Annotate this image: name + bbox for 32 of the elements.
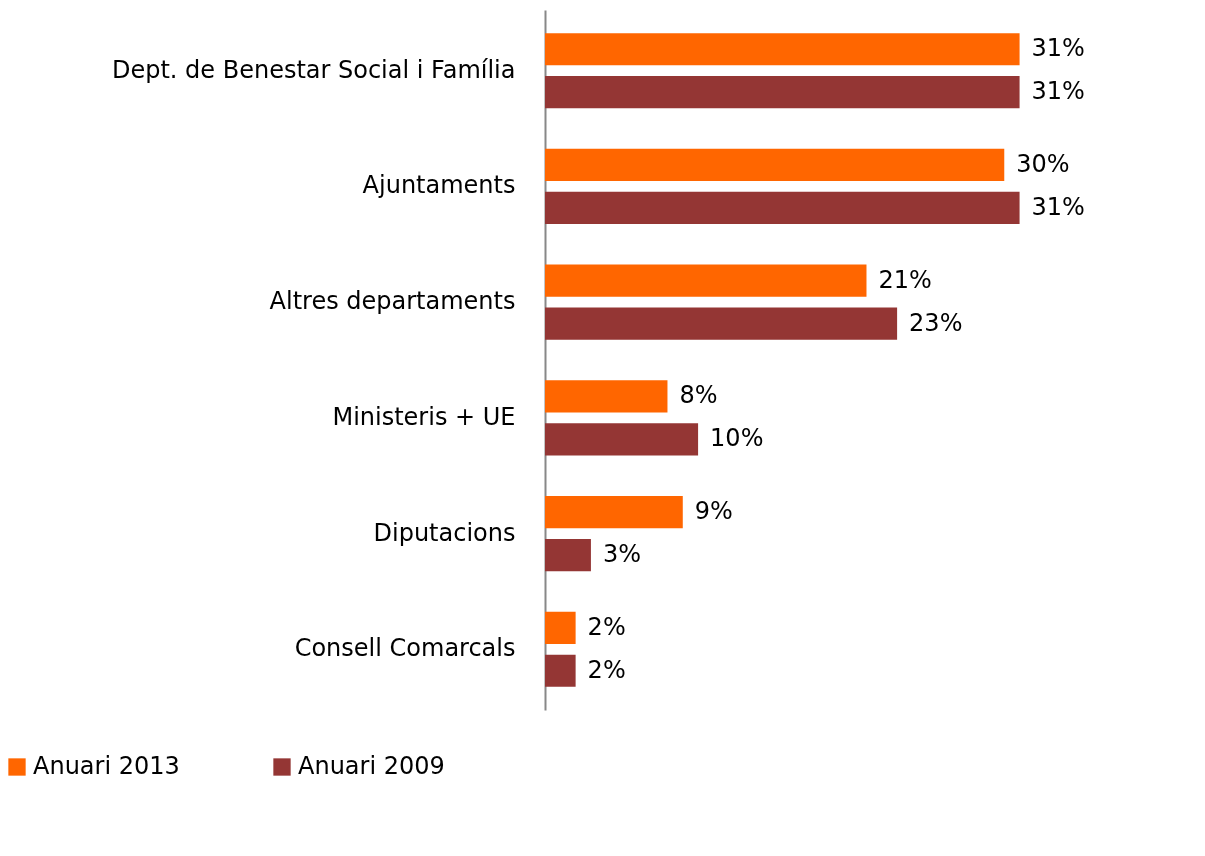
bar: [545, 307, 898, 340]
data-label: 30%: [1016, 149, 1070, 178]
bar: [545, 538, 591, 572]
data-label: 31%: [1031, 192, 1085, 221]
bar: [545, 423, 699, 456]
bar: [545, 148, 1005, 182]
legend-label: Anuari 2013: [33, 752, 180, 780]
bar: [545, 611, 576, 644]
y-tick-label: Ajuntaments: [362, 171, 516, 200]
legend-label: Anuari 2009: [298, 752, 445, 780]
data-label: 2%: [587, 612, 626, 641]
data-label: 10%: [710, 424, 764, 453]
bar: [545, 495, 683, 529]
data-label: 23%: [909, 308, 963, 337]
data-label: 8%: [679, 381, 718, 410]
bar: [545, 191, 1020, 225]
bar: [545, 380, 668, 413]
bar: [545, 654, 576, 687]
bar: [545, 76, 1020, 109]
data-label: 2%: [587, 655, 626, 684]
data-label: 21%: [878, 265, 932, 294]
data-label: 3%: [602, 540, 641, 569]
data-label: 31%: [1031, 77, 1085, 106]
y-tick-label: Diputacions: [373, 518, 516, 547]
bar: [545, 264, 867, 297]
y-tick-label: Consell Comarcals: [294, 634, 516, 663]
data-label: 31%: [1031, 34, 1085, 63]
bar: [545, 33, 1020, 66]
y-tick-label: Dept. de Benestar Social i Família: [111, 55, 516, 84]
y-tick-label: Altres departaments: [269, 287, 516, 316]
data-label: 9%: [694, 497, 733, 526]
y-tick-label: Ministeris + UE: [332, 402, 516, 431]
